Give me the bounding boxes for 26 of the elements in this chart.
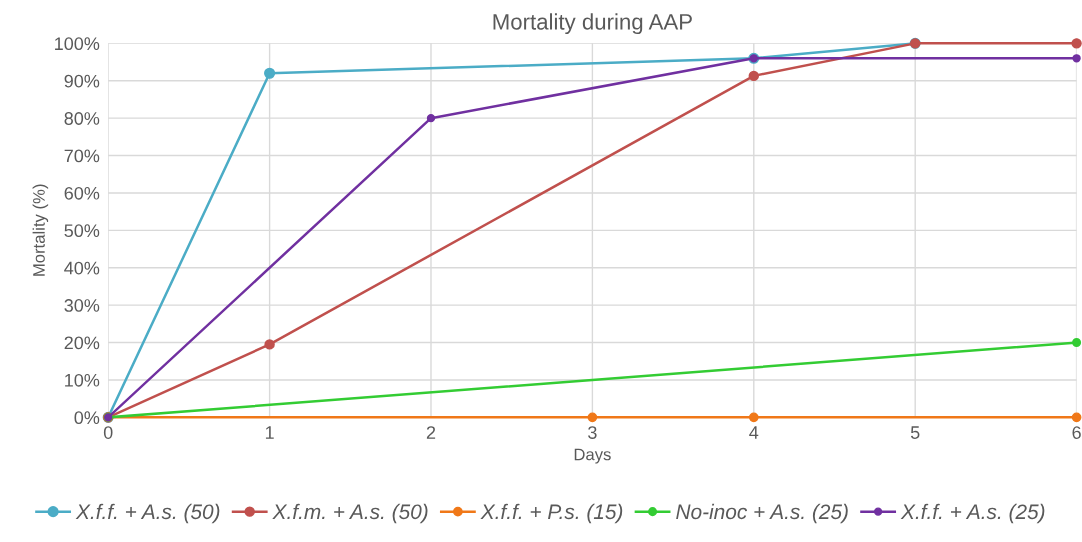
y-tick-label: 90% xyxy=(64,74,100,88)
y-tick-label: 100% xyxy=(55,37,100,51)
y-tick-label: 70% xyxy=(64,149,100,163)
y-tick-label: 10% xyxy=(65,373,100,387)
legend-label: X.f.f. + A.s. (50) xyxy=(75,503,220,524)
legend-label: No-inoc + A.s. (25) xyxy=(676,503,848,524)
legend-label: X.f.f. + P.s. (15) xyxy=(480,503,623,524)
x-axis-title: Days xyxy=(574,448,611,464)
x-tick-label: 4 xyxy=(749,426,759,439)
chart-title: Mortality during AAP xyxy=(493,13,692,35)
y-tick-label: 60% xyxy=(64,186,100,200)
y-tick-label: 0% xyxy=(74,411,100,425)
x-tick-label: 6 xyxy=(1072,426,1081,439)
x-tick-label: 0 xyxy=(103,426,113,439)
x-tick-label: 1 xyxy=(265,426,274,439)
x-tick-label: 2 xyxy=(426,426,436,439)
y-tick-label: 50% xyxy=(64,224,100,238)
y-tick-label: 40% xyxy=(64,261,100,275)
y-tick-label: 20% xyxy=(64,336,100,350)
y-tick-label: 30% xyxy=(64,299,100,312)
x-tick-label: 3 xyxy=(588,426,597,439)
legend-label: X.f.m. + A.s. (50) xyxy=(272,503,428,524)
x-tick-label: 5 xyxy=(910,426,920,439)
y-tick-label: 80% xyxy=(64,112,100,125)
y-axis-title: Mortality (%) xyxy=(32,184,49,276)
legend-label: X.f.f. + A.s. (25) xyxy=(900,503,1045,524)
